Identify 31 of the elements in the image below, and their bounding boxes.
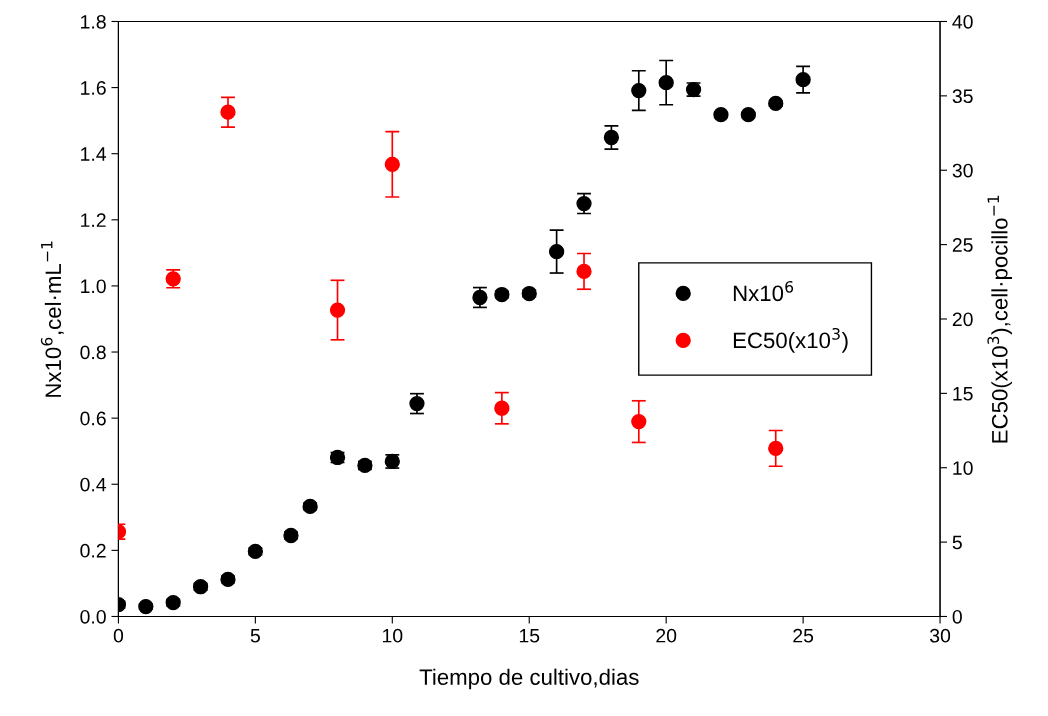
y2-tick-label: 10	[953, 461, 973, 475]
y-tick-label: 0.6	[80, 411, 106, 426]
x-tick-label: 0	[113, 628, 124, 643]
y-tick-label: 0.0	[80, 609, 106, 624]
y-tick-label: 0.2	[80, 543, 106, 558]
y2-tick-label: 35	[952, 89, 973, 104]
y-tick-label: 0.4	[80, 477, 107, 492]
y-tick-label: 0.8	[80, 345, 106, 360]
y2-tick-label: 5	[952, 535, 962, 550]
legend-label: EC50(x10$^{3}$)	[733, 328, 848, 353]
legend-label: Nx10$^{6}$	[733, 280, 794, 302]
x-tick-label: 5	[250, 629, 260, 643]
y2-tick-label: 15	[953, 387, 973, 401]
x-tick-label: 30	[929, 628, 951, 643]
y-tick-label: 1.0	[81, 279, 106, 294]
x-axis-title: Tiempo de cultivo,dias	[419, 668, 639, 690]
y2-tick-label: 0	[952, 609, 962, 624]
y2-axis-title: EC50(x10$^{3}$),cell·pocillo$^{−1}$	[987, 195, 1013, 443]
y2-tick-label: 30	[952, 163, 973, 178]
y2-tick-label: 25	[952, 238, 973, 252]
y2-tick-label: 20	[952, 312, 973, 327]
y-tick-label: 1.8	[81, 14, 106, 29]
y-axis-title: Nx10$^{6}$,cel·mL$^{−1}$	[40, 241, 64, 397]
y-tick-label: 1.4	[81, 147, 107, 161]
y-tick-label: 1.6	[81, 81, 106, 95]
x-tick-label: 10	[382, 628, 403, 643]
x-tick-label: 20	[656, 628, 677, 643]
y2-tick-label: 40	[952, 14, 973, 29]
x-tick-label: 25	[793, 628, 814, 643]
x-tick-label: 15	[519, 629, 540, 643]
y-tick-label: 1.2	[81, 213, 106, 227]
